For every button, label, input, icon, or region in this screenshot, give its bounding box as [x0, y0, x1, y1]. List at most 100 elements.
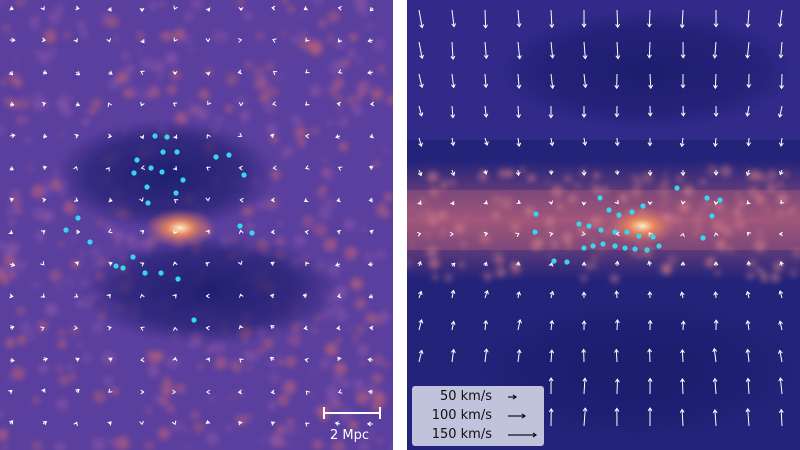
- velocity-arrow: [107, 7, 112, 12]
- right-density-image: [407, 0, 800, 450]
- galaxy-dot: [636, 233, 642, 239]
- velocity-arrow: [172, 166, 178, 171]
- velocity-arrow: [680, 105, 686, 117]
- velocity-arrow: [778, 290, 784, 299]
- velocity-arrow: [450, 201, 455, 206]
- velocity-arrow: [9, 357, 15, 363]
- velocity-arrow: [205, 293, 210, 299]
- velocity-arrow: [108, 357, 113, 362]
- velocity-arrow: [335, 134, 341, 139]
- galaxy-dot: [632, 246, 638, 252]
- velocity-arrow: [745, 9, 751, 28]
- velocity-arrow: [614, 290, 620, 299]
- velocity-arrow: [272, 38, 277, 43]
- velocity-legend: 50 km/s 100 km/s 150 km/s: [412, 386, 544, 446]
- velocity-arrow: [107, 102, 112, 107]
- velocity-arrow: [269, 356, 275, 362]
- galaxy-dot: [581, 245, 587, 251]
- velocity-arrow: [516, 199, 521, 205]
- velocity-arrow: [581, 348, 587, 363]
- velocity-arrow: [207, 100, 212, 106]
- velocity-arrow: [647, 201, 653, 206]
- galaxy-dot: [704, 195, 710, 201]
- velocity-arrow: [106, 293, 111, 299]
- velocity-arrow: [237, 69, 242, 75]
- velocity-arrow: [648, 73, 654, 90]
- velocity-arrow: [581, 9, 587, 28]
- velocity-arrow: [680, 73, 686, 89]
- velocity-arrow: [304, 197, 309, 203]
- velocity-arrow: [777, 349, 783, 363]
- velocity-arrow: [140, 101, 145, 107]
- velocity-arrow: [173, 37, 178, 42]
- velocity-arrow: [75, 102, 81, 107]
- velocity-arrow: [615, 9, 621, 29]
- velocity-arrow: [139, 197, 144, 202]
- velocity-arrow: [334, 262, 341, 267]
- velocity-arrow: [418, 73, 424, 89]
- velocity-arrow: [451, 262, 456, 267]
- galaxy-dot: [656, 243, 662, 249]
- velocity-arrow: [238, 165, 243, 171]
- velocity-arrow: [9, 420, 14, 425]
- velocity-arrow: [778, 231, 783, 237]
- velocity-arrow: [745, 105, 751, 117]
- velocity-arrow: [305, 69, 310, 74]
- galaxy-dot: [120, 265, 126, 271]
- velocity-arrow: [418, 105, 424, 117]
- scale-bar-label: 2 Mpc: [330, 428, 370, 443]
- velocity-arrow: [450, 348, 456, 363]
- velocity-arrow: [582, 407, 588, 427]
- velocity-arrow: [516, 291, 522, 299]
- galaxy-dot: [180, 177, 186, 183]
- velocity-arrow: [516, 73, 522, 89]
- velocity-arrow: [42, 421, 48, 426]
- velocity-arrow: [780, 199, 785, 204]
- velocity-arrow: [367, 357, 374, 363]
- velocity-arrow: [549, 41, 555, 59]
- scale-bar-line: [323, 407, 381, 419]
- velocity-arrow: [75, 357, 80, 362]
- galaxy-dot: [130, 254, 136, 260]
- velocity-arrow: [337, 166, 343, 171]
- velocity-arrow: [680, 378, 685, 395]
- velocity-arrow: [40, 326, 45, 331]
- velocity-arrow: [305, 133, 310, 139]
- velocity-arrow: [516, 105, 522, 119]
- velocity-arrow: [205, 262, 210, 267]
- velocity-arrow: [615, 231, 620, 237]
- velocity-arrow: [367, 38, 374, 43]
- velocity-arrow: [746, 73, 752, 89]
- velocity-arrow: [172, 261, 178, 266]
- velocity-arrow: [450, 320, 456, 331]
- velocity-arrow: [418, 41, 425, 60]
- hot-core: [606, 206, 678, 246]
- velocity-arrow: [713, 105, 719, 118]
- velocity-arrow: [581, 261, 587, 267]
- galaxy-dot: [145, 200, 151, 206]
- velocity-arrow: [270, 325, 275, 330]
- velocity-arrow: [582, 377, 588, 395]
- velocity-arrow: [105, 166, 110, 172]
- velocity-arrow: [581, 291, 587, 299]
- velocity-arrow: [171, 389, 177, 395]
- velocity-arrow: [106, 38, 112, 43]
- velocity-arrow: [745, 41, 750, 59]
- velocity-arrow: [42, 197, 47, 203]
- velocity-arrow: [582, 41, 588, 60]
- velocity-arrow: [108, 388, 113, 393]
- velocity-arrow: [614, 407, 620, 427]
- velocity-arrow: [581, 169, 587, 177]
- legend-label-150: 150 km/s: [431, 427, 492, 442]
- velocity-arrow: [484, 289, 489, 299]
- velocity-arrow: [484, 137, 489, 146]
- velocity-arrow: [336, 101, 342, 107]
- velocity-arrow: [269, 133, 275, 139]
- legend-row-100: 100 km/s: [412, 407, 544, 426]
- velocity-arrow: [272, 101, 277, 107]
- velocity-arrow: [205, 357, 210, 362]
- galaxy-dot: [113, 263, 119, 269]
- galaxy-dot: [159, 169, 165, 175]
- velocity-arrow: [41, 230, 46, 235]
- velocity-arrow: [237, 38, 243, 43]
